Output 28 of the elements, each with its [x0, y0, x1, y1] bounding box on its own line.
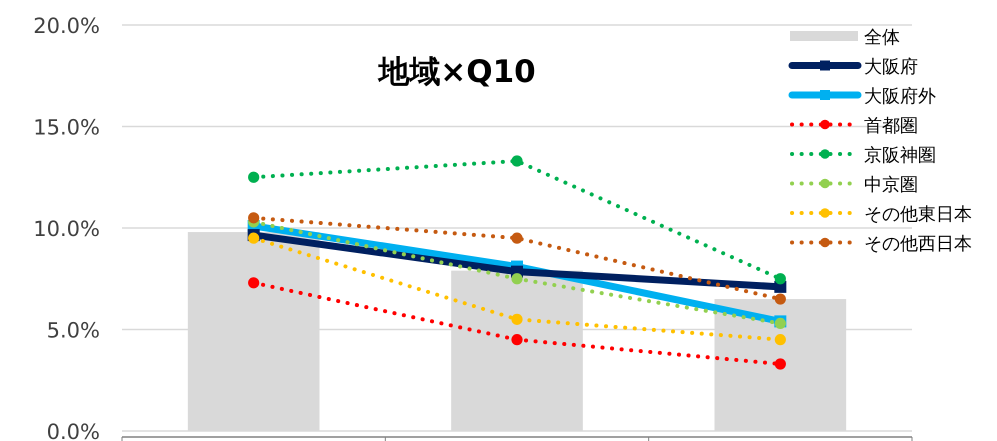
point — [774, 358, 786, 370]
point — [248, 277, 260, 288]
legend-label: 大阪府 — [864, 56, 918, 78]
y-tick-label: 10.0% — [33, 217, 100, 241]
point — [511, 155, 523, 167]
point — [511, 334, 523, 346]
point — [511, 232, 523, 244]
legend-label: 全体 — [864, 27, 900, 48]
point — [248, 232, 260, 244]
legend-label: 京阪神圏 — [864, 145, 936, 166]
y-tick-label: 20.0% — [33, 14, 100, 38]
legend-label: その他西日本 — [864, 234, 972, 254]
text: 地域×Q10 — [376, 54, 536, 90]
legend-label: 大阪府外 — [864, 86, 936, 107]
point — [511, 314, 523, 325]
point — [774, 273, 786, 284]
legend-label: 中京圏 — [864, 174, 918, 196]
point — [511, 273, 523, 284]
point — [774, 293, 786, 305]
y-tick-label: 15.0% — [33, 116, 100, 140]
y-tick-label: 0.0% — [46, 420, 100, 441]
y-tick-label: 5.0% — [46, 318, 100, 342]
point — [248, 212, 260, 224]
legend-label: 首都圏 — [864, 116, 918, 136]
point — [774, 318, 786, 330]
point — [774, 334, 786, 346]
legend-label: その他東日本 — [864, 204, 972, 225]
point — [248, 172, 260, 183]
